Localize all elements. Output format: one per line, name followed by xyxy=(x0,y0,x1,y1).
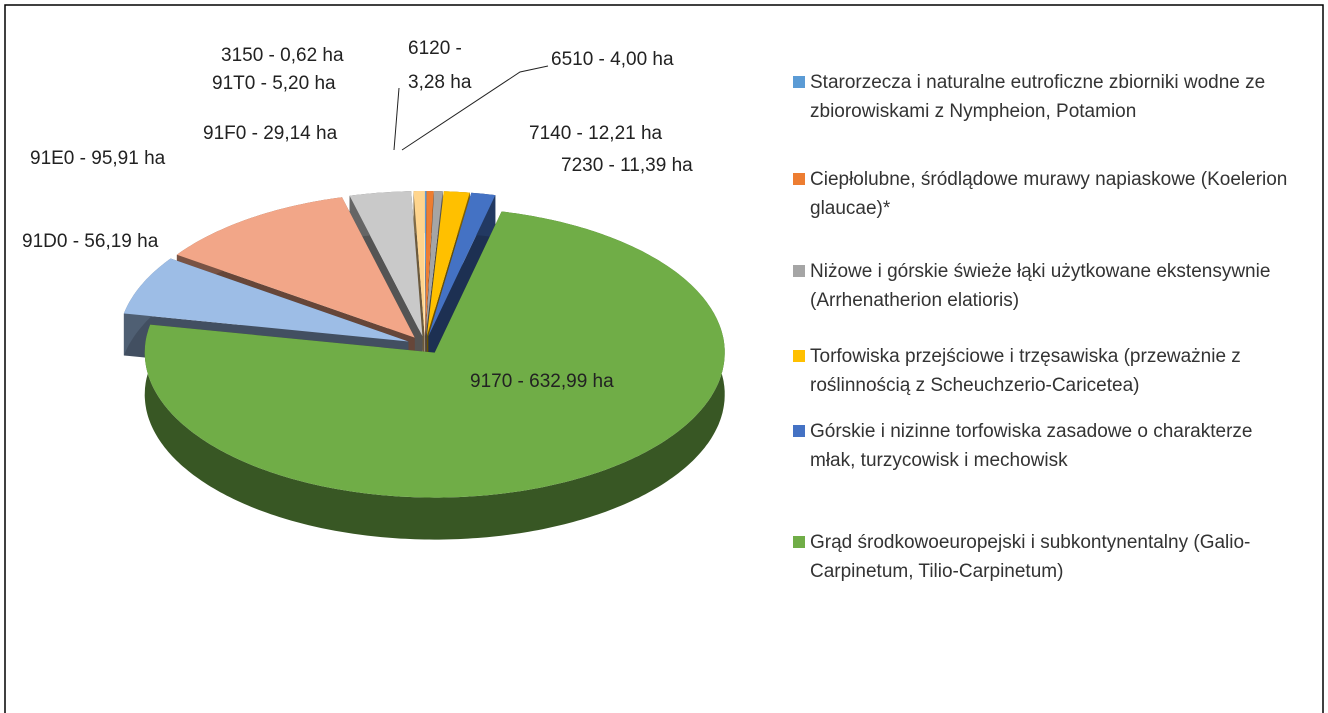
data-label: 91F0 - 29,14 ha xyxy=(203,123,338,144)
data-label: 7140 - 12,21 ha xyxy=(529,123,663,144)
slice xyxy=(349,191,423,337)
slice xyxy=(144,211,725,498)
legend-swatch xyxy=(793,265,805,277)
data-label: 7230 - 11,39 ha xyxy=(561,155,693,176)
data-label: 91D0 - 56,19 ha xyxy=(22,231,159,252)
legend-swatch xyxy=(793,350,805,362)
legend-item: Ciepłolubne, śródlądowe murawy napiaskow… xyxy=(793,165,1303,223)
slice xyxy=(425,191,434,336)
legend-item: Górskie i nizinne torfowiska zasadowe o … xyxy=(793,417,1303,475)
data-label: 3150 - 0,62 ha xyxy=(221,45,344,66)
legend-swatch xyxy=(793,425,805,437)
slice xyxy=(426,191,470,336)
legend-item: Torfowiska przejściowe i trzęsawiska (pr… xyxy=(793,342,1303,400)
legend-item: Starorzecza i naturalne eutroficzne zbio… xyxy=(793,68,1303,126)
leader-line xyxy=(393,87,400,151)
slice xyxy=(123,258,409,342)
legend-label: Niżowe i górskie świeże łąki użytkowane … xyxy=(810,261,1271,311)
legend-swatch xyxy=(793,536,805,548)
frame xyxy=(4,4,1324,713)
leader-line xyxy=(401,65,549,151)
legend-label: Górskie i nizinne torfowiska zasadowe o … xyxy=(810,421,1253,471)
legend-swatch xyxy=(793,173,805,185)
slice xyxy=(425,191,427,336)
data-label: 91E0 - 95,91 ha xyxy=(30,148,166,169)
slice xyxy=(176,197,415,338)
data-label: 91T0 - 5,20 ha xyxy=(212,73,336,94)
legend-swatch xyxy=(793,76,805,88)
legend-label: Starorzecza i naturalne eutroficzne zbio… xyxy=(810,72,1266,122)
data-label: 6120 - 3,28 ha xyxy=(408,38,472,93)
data-label: 6510 - 4,00 ha xyxy=(551,49,674,70)
legend-label: Grąd środkowoeuropejski i subkontynental… xyxy=(810,532,1251,582)
data-label: 9170 - 632,99 ha xyxy=(470,371,614,392)
legend-label: Ciepłolubne, śródlądowe murawy napiaskow… xyxy=(810,169,1288,219)
legend-item: Grąd środkowoeuropejski i subkontynental… xyxy=(793,528,1303,586)
slice xyxy=(425,191,443,336)
slice xyxy=(413,191,425,336)
legend-label: Torfowiska przejściowe i trzęsawiska (pr… xyxy=(810,346,1241,396)
legend-item: Niżowe i górskie świeże łąki użytkowane … xyxy=(793,257,1303,315)
slice xyxy=(428,192,496,337)
